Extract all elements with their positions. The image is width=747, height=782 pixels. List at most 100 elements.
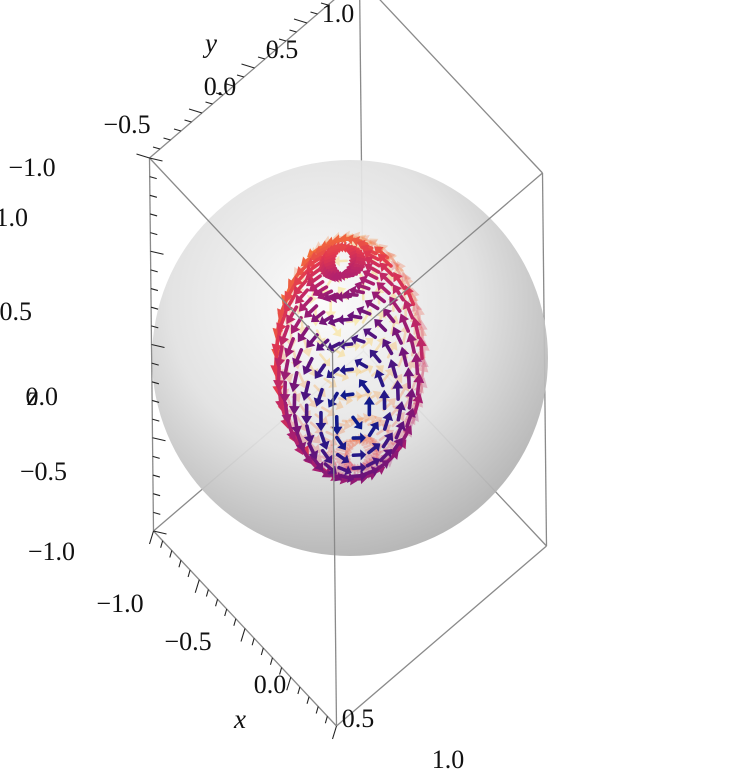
field-arrow bbox=[306, 274, 322, 287]
field-arrow bbox=[382, 338, 394, 356]
field-arrow bbox=[367, 415, 383, 427]
y-minor-tick bbox=[173, 128, 182, 132]
y-tick bbox=[188, 108, 203, 114]
axis-tick-labels: −1.0 −0.5 0.0 0.5 1.0 −1.0 −0.5 0.0 0.5 1.0 −1.0 −0… bbox=[0, 0, 464, 774]
field-arrow bbox=[350, 334, 366, 345]
field-arrow bbox=[273, 366, 285, 391]
field-arrow bbox=[364, 299, 380, 311]
y-minor-tick bbox=[310, 11, 318, 15]
field-arrow bbox=[383, 308, 396, 324]
sphere-surface bbox=[152, 160, 548, 556]
field-arrow bbox=[364, 448, 382, 459]
y-tick bbox=[136, 153, 150, 159]
field-arrow bbox=[306, 255, 324, 268]
field-arrow bbox=[278, 324, 290, 347]
y-tick-label: −1.0 bbox=[8, 153, 55, 182]
y-tick bbox=[293, 18, 308, 24]
field-arrow bbox=[364, 256, 381, 268]
field-arrow bbox=[289, 371, 300, 393]
field-arrow bbox=[284, 293, 297, 314]
z-tick-label: −1.0 bbox=[28, 537, 75, 566]
x-minor-tick bbox=[205, 589, 209, 597]
z-minor-tick bbox=[150, 306, 159, 310]
field-arrow bbox=[323, 462, 337, 474]
field-arrow bbox=[386, 251, 399, 268]
y-minor-tick bbox=[320, 2, 329, 6]
field-arrow bbox=[403, 299, 415, 320]
z-minor-tick bbox=[149, 213, 158, 217]
field-arrow bbox=[357, 234, 373, 245]
field-arrow bbox=[334, 371, 350, 382]
field-arrow bbox=[300, 380, 312, 402]
x-tick-label: 0.0 bbox=[254, 670, 287, 699]
y-minor-tick bbox=[152, 146, 161, 150]
x-minor-tick bbox=[315, 706, 319, 714]
field-arrow bbox=[367, 443, 381, 455]
field-arrow bbox=[301, 403, 313, 425]
z-minor-tick bbox=[150, 288, 159, 292]
x-axis-label: x bbox=[233, 704, 246, 734]
field-arrow bbox=[403, 284, 416, 306]
z-tick bbox=[152, 437, 166, 442]
z-tick-label: 0.5 bbox=[0, 297, 32, 326]
field-arrow bbox=[332, 347, 346, 358]
field-arrow bbox=[319, 431, 330, 450]
field-arrow bbox=[359, 275, 376, 286]
y-minor-tick bbox=[257, 56, 266, 60]
field-arrow bbox=[396, 261, 408, 280]
z-minor-tick bbox=[152, 493, 161, 497]
x-minor-tick bbox=[324, 716, 328, 724]
z-minor-tick bbox=[149, 194, 158, 198]
z-tick-label: −0.5 bbox=[20, 457, 67, 486]
field-arrow bbox=[367, 421, 379, 438]
field-arrow bbox=[288, 393, 300, 416]
field-arrow bbox=[356, 305, 372, 317]
field-arrow bbox=[297, 325, 310, 343]
y-minor-tick bbox=[289, 29, 297, 33]
field-arrow bbox=[355, 412, 371, 424]
z-tick-label: 1.0 bbox=[0, 203, 28, 232]
field-arrows-front bbox=[270, 233, 427, 486]
box-edge bbox=[332, 172, 543, 354]
field-arrow bbox=[310, 310, 326, 323]
x-tick bbox=[240, 628, 246, 642]
field-arrow bbox=[320, 448, 333, 464]
field-arrow bbox=[412, 393, 424, 415]
field-arrow bbox=[394, 420, 406, 440]
field-arrow bbox=[302, 357, 314, 375]
axis-labels: x y z bbox=[26, 28, 246, 734]
field-arrow bbox=[363, 250, 380, 262]
field-arrow bbox=[293, 279, 308, 296]
field-arrow bbox=[295, 288, 310, 305]
z-minor-tick bbox=[151, 399, 160, 403]
x-minor-tick bbox=[260, 647, 264, 656]
y-axis-label: y bbox=[202, 28, 217, 58]
field-arrow bbox=[413, 305, 425, 329]
y-minor-tick bbox=[268, 47, 276, 51]
field-arrow bbox=[291, 413, 302, 436]
field-arrow bbox=[312, 285, 329, 297]
y-minor-tick bbox=[278, 38, 287, 42]
z-minor-tick bbox=[152, 455, 160, 459]
field-arrow bbox=[276, 311, 288, 334]
field-arrow bbox=[379, 272, 394, 287]
sphere-body bbox=[152, 160, 548, 556]
field-arrow bbox=[351, 470, 367, 482]
x-tick-label: −0.5 bbox=[164, 627, 211, 656]
field-arrow bbox=[337, 465, 352, 476]
y-minor-tick bbox=[236, 74, 245, 78]
x-tick bbox=[194, 579, 200, 593]
field-arrow bbox=[335, 435, 347, 451]
field-arrow bbox=[281, 401, 293, 424]
field-arrow bbox=[304, 267, 321, 281]
z-minor-tick bbox=[151, 381, 160, 385]
field-arrow bbox=[311, 455, 324, 471]
z-tick-label: 0.0 bbox=[26, 382, 59, 411]
y-tick-label: 1.0 bbox=[322, 0, 355, 28]
field-arrow bbox=[347, 365, 362, 377]
z-minor-tick bbox=[150, 232, 158, 236]
z-minor-tick bbox=[149, 176, 157, 180]
z-minor-tick bbox=[150, 269, 158, 273]
field-arrow bbox=[329, 292, 346, 304]
field-arrow bbox=[271, 330, 283, 355]
